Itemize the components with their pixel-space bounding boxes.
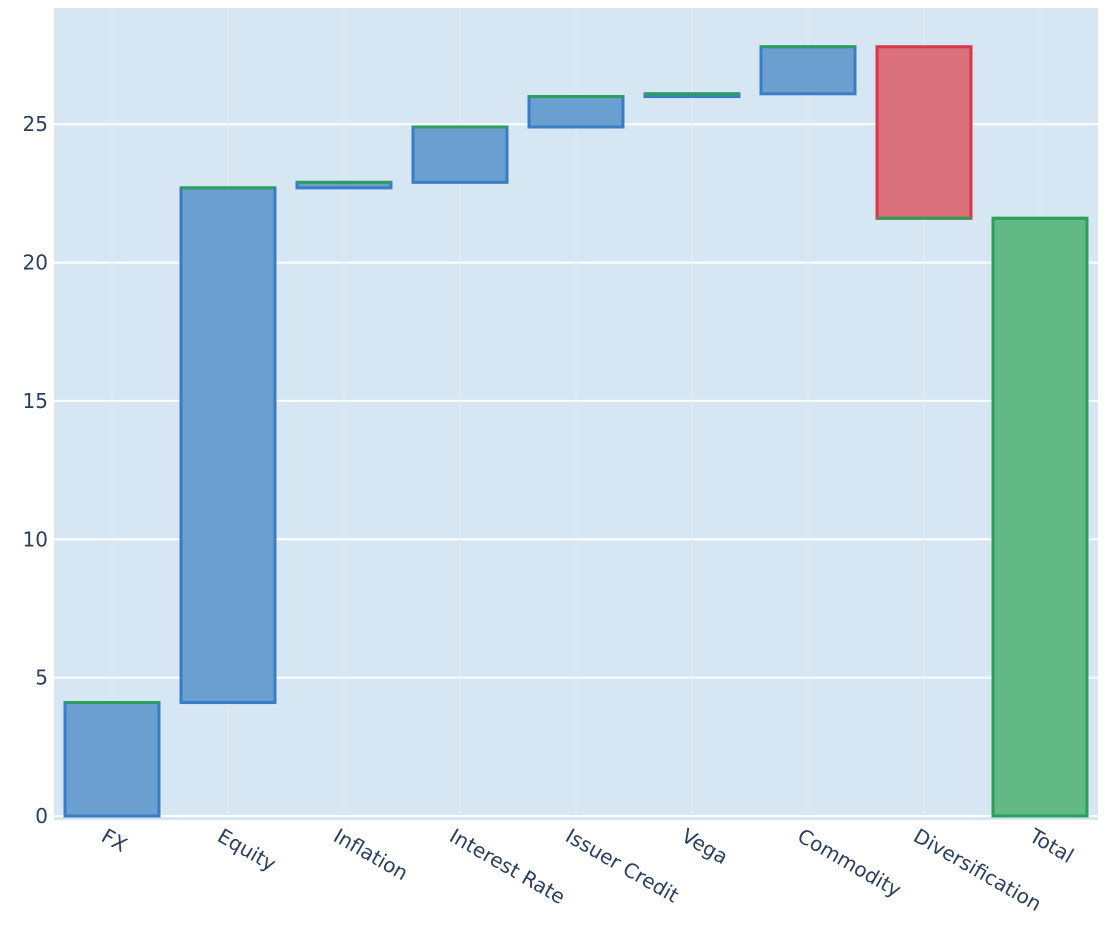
bar <box>179 186 277 705</box>
y-tick-label: 10 <box>23 527 48 551</box>
x-tick-label: Total <box>1025 823 1078 868</box>
x-tick-label: FX <box>98 824 132 858</box>
x-tick-label: Equity <box>214 824 281 876</box>
y-tick-label: 0 <box>35 804 48 828</box>
y-tick-label: 5 <box>35 666 48 690</box>
x-tick-label: Commodity <box>794 824 906 903</box>
bar <box>991 216 1089 818</box>
x-tick-label: Vega <box>678 824 733 869</box>
x-tick-label: Diversification <box>910 824 1046 917</box>
bar <box>411 125 509 184</box>
x-tick-label: Issuer Credit <box>562 824 684 908</box>
bar <box>63 701 161 818</box>
x-tick-label: Interest Rate <box>446 824 570 909</box>
y-tick-label: 25 <box>23 112 48 136</box>
bar <box>527 95 625 129</box>
y-tick-label: 15 <box>23 389 48 413</box>
bar <box>759 45 857 96</box>
x-tick-label: Inflation <box>330 824 413 886</box>
bar <box>875 45 973 220</box>
y-tick-label: 20 <box>23 251 48 275</box>
